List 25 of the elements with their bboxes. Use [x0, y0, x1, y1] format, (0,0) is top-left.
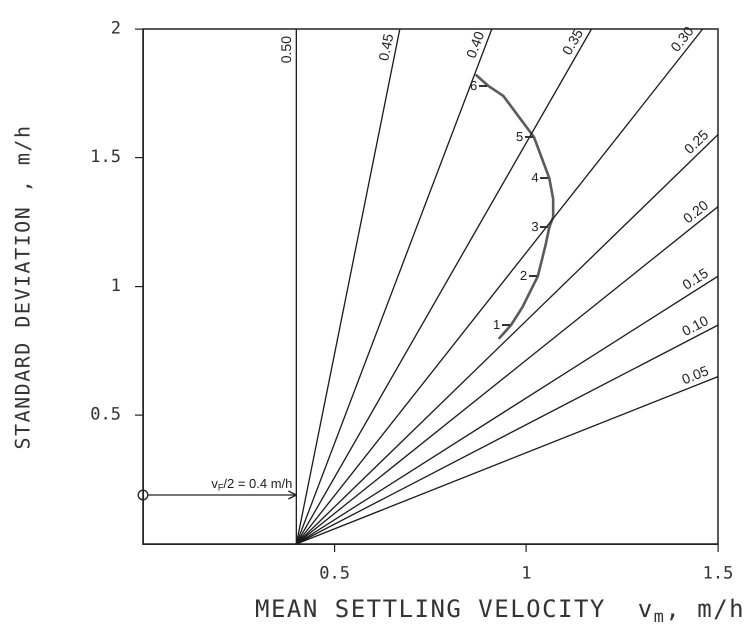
x-axis-title: MEAN SETTLING VELOCITY v$_{m}$, m/h — [255, 595, 746, 626]
y-tick-label: 0.5 — [90, 404, 121, 425]
x-tick-label: 0.5 — [319, 564, 350, 584]
y-tick-label: 1 — [110, 276, 121, 296]
annotation: 3 — [531, 219, 539, 235]
annotation: v$_{F}$/2 = 0.4 m/h — [211, 476, 292, 493]
text: 0.10 — [679, 312, 711, 339]
text: 0.20 — [680, 196, 712, 226]
text: 0.50 — [278, 36, 294, 64]
annotation: 5 — [516, 129, 524, 144]
y-tick-label: 2 — [110, 18, 121, 38]
text: 0.45 — [375, 32, 396, 62]
annotation: 1 — [493, 317, 500, 332]
annotation: 6 — [470, 78, 478, 93]
annotation: 2 — [520, 268, 528, 284]
annotation: 4 — [531, 170, 539, 186]
text: 0.25 — [680, 126, 712, 157]
text: 0.40 — [462, 28, 488, 60]
text: 0.05 — [680, 362, 711, 388]
text: 0.15 — [679, 264, 712, 293]
x-tick-label: 1 — [521, 564, 532, 584]
y-tick-label: 1.5 — [90, 147, 121, 168]
text: 0.35 — [558, 26, 586, 58]
x-tick-label: 1.5 — [702, 564, 734, 584]
y-axis-title: STANDARD DEVIATION , m/h — [10, 124, 34, 449]
